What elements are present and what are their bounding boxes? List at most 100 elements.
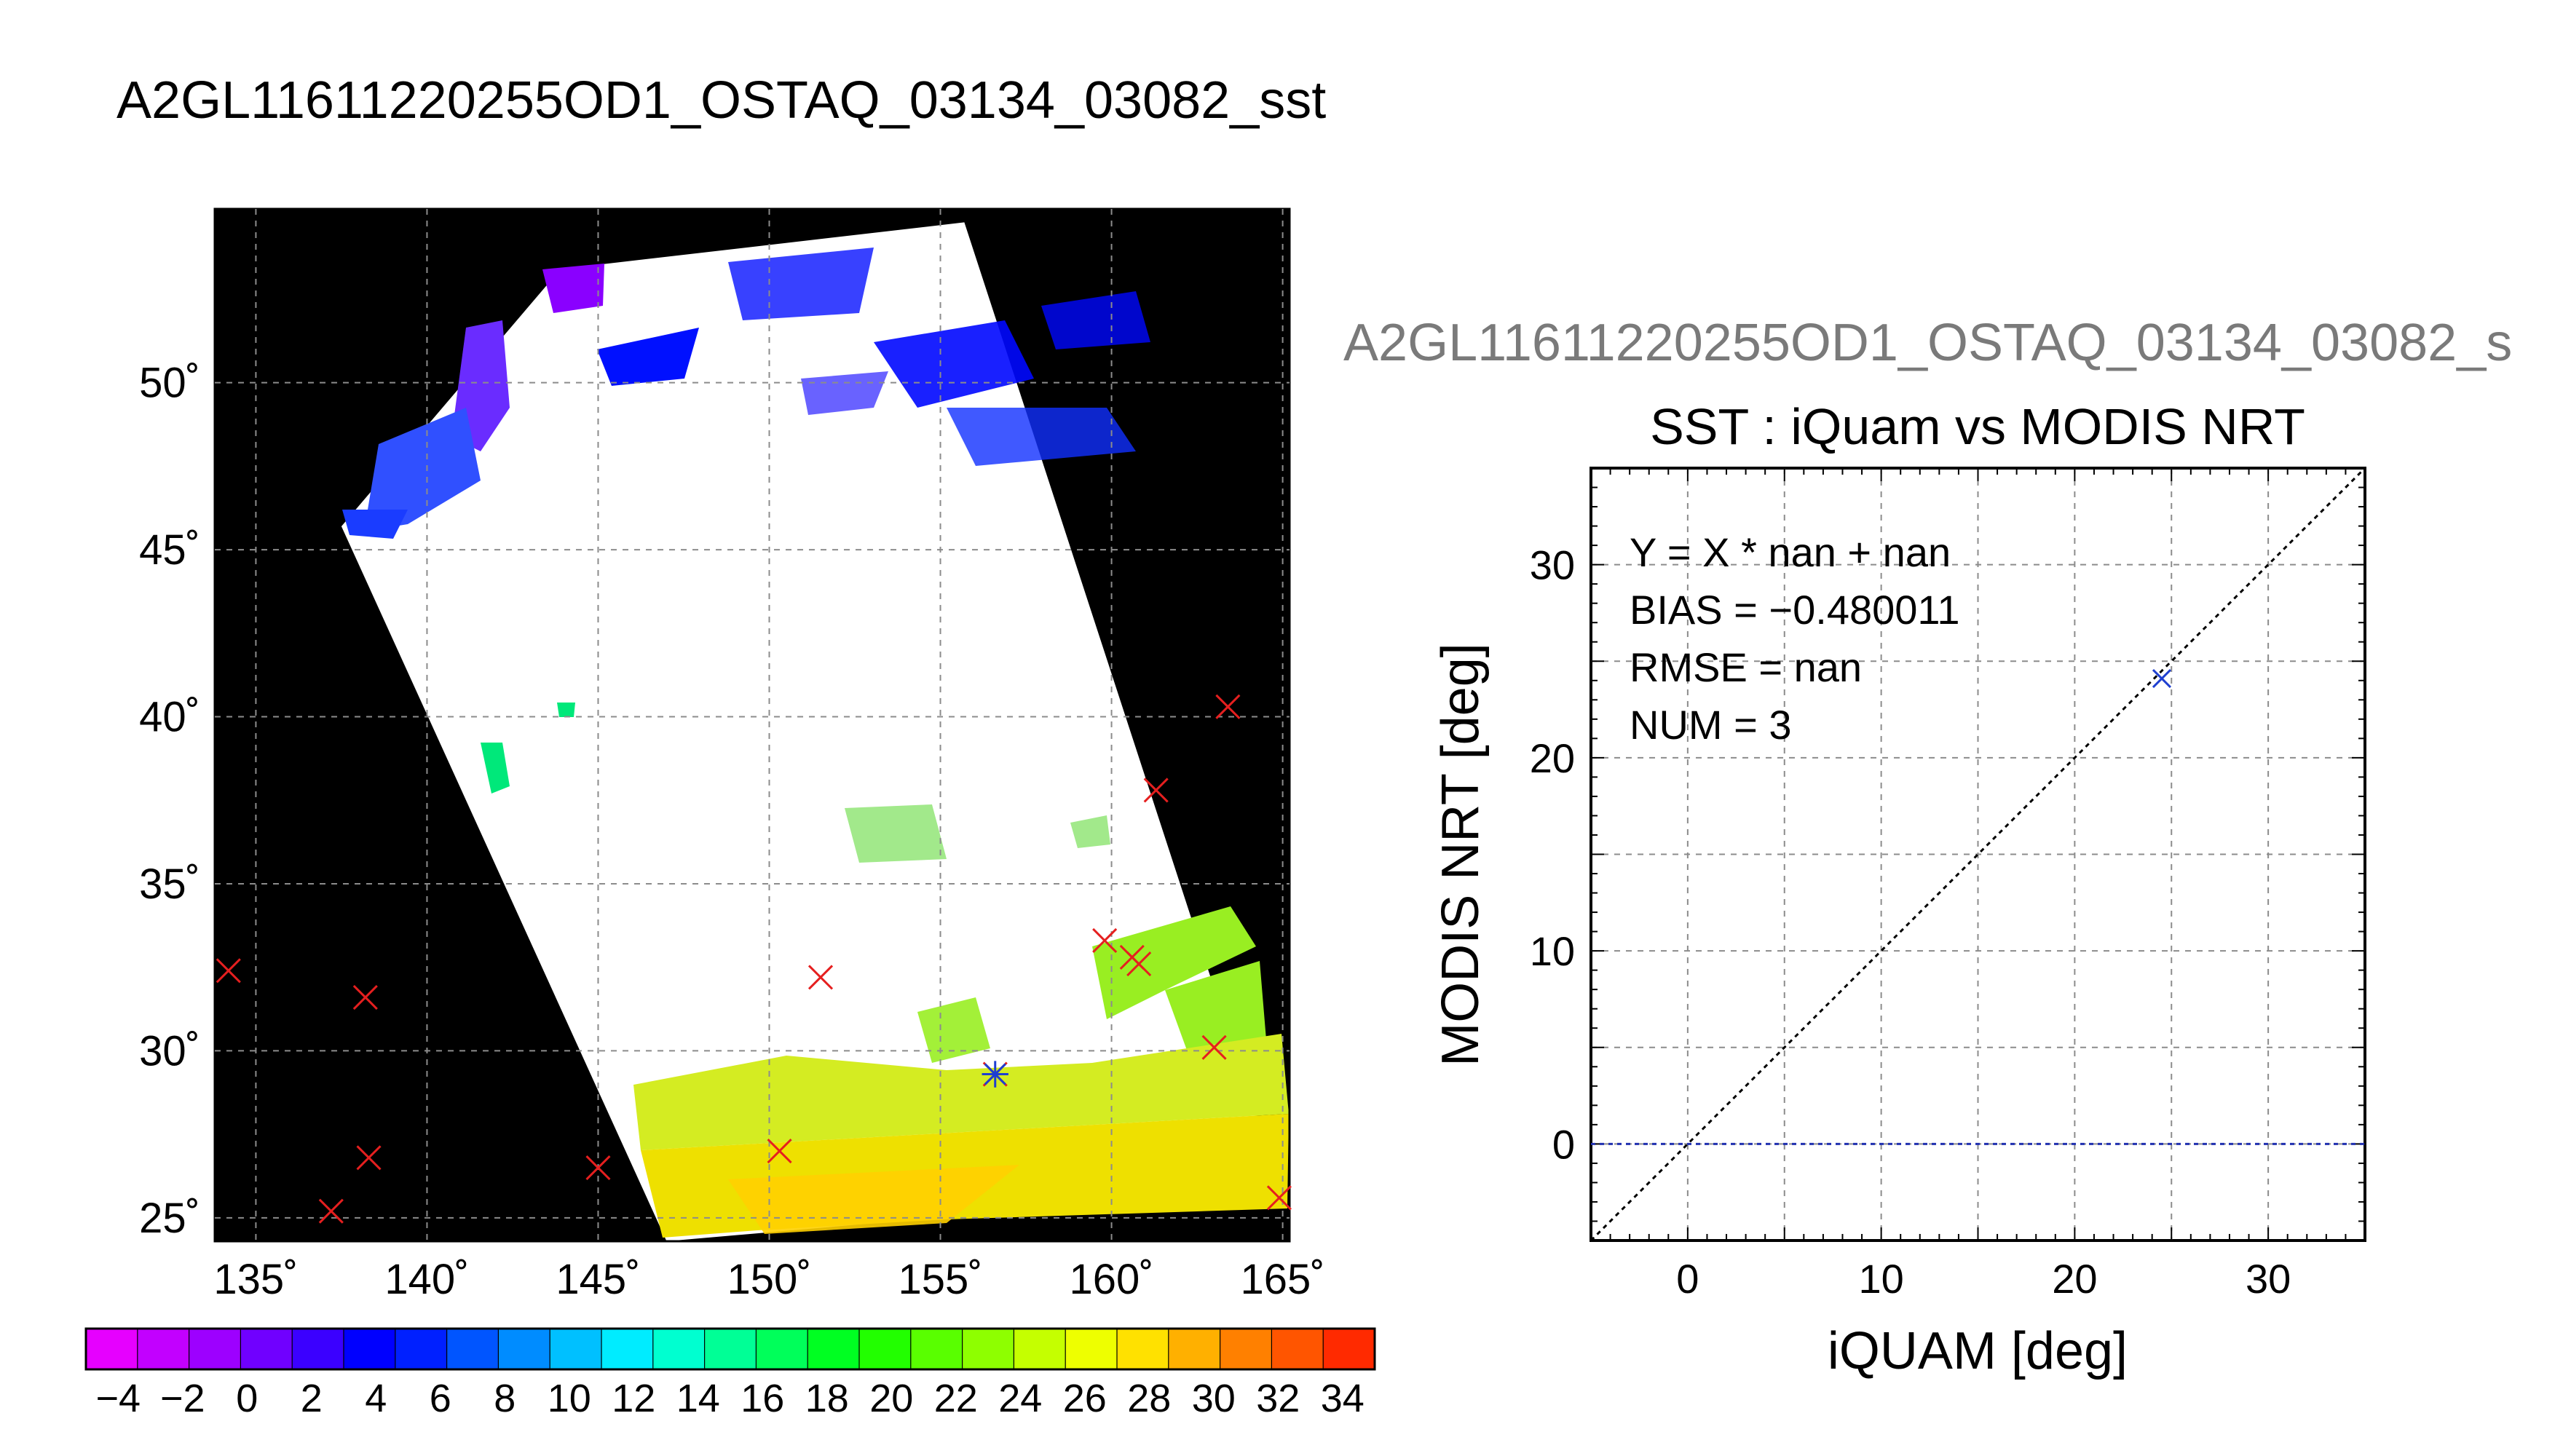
map-panel: 135˚ 140˚ 145˚ 150˚ 155˚ 160˚ 165˚ 25˚ 30˚ 35˚ 40… xyxy=(139,207,1325,1303)
colorbar-tick-label: 12 xyxy=(612,1377,655,1420)
map-x-tick-label: 150˚ xyxy=(727,1256,811,1303)
map-y-tick-label: 30˚ xyxy=(139,1027,200,1075)
colorbar-cell xyxy=(240,1329,293,1369)
scatter-x-tick-labels: 0 10 20 30 xyxy=(1676,1256,2291,1302)
iquam-marker xyxy=(318,1198,344,1224)
scatter-points xyxy=(2152,669,2172,689)
iquam-marker xyxy=(216,958,241,984)
colorbar-cell xyxy=(704,1329,757,1369)
scatter-title: SST : iQuam vs MODIS NRT xyxy=(1650,398,2305,455)
colorbar-cell xyxy=(86,1329,138,1369)
map-y-tick-label: 45˚ xyxy=(139,526,200,574)
colorbar-cell xyxy=(395,1329,448,1369)
iquam-marker xyxy=(585,1155,611,1181)
colorbar-cell xyxy=(601,1329,654,1369)
scatter-x-tick-label: 20 xyxy=(2052,1256,2097,1302)
scatter-y-tick-label: 0 xyxy=(1552,1121,1575,1167)
colorbar-cell xyxy=(446,1329,499,1369)
one-to-one-line xyxy=(1591,468,2365,1241)
map-gridlines xyxy=(215,209,1290,1241)
scatter-x-tick-label: 0 xyxy=(1676,1256,1699,1302)
colorbar-tick-label: 18 xyxy=(805,1377,849,1420)
colorbar-cell xyxy=(756,1329,808,1369)
map-x-tick-label: 135˚ xyxy=(213,1256,298,1303)
scatter-x-tick-label: 10 xyxy=(1858,1256,1903,1302)
colorbar-tick-label: 6 xyxy=(430,1377,451,1420)
scatter-x-tick-label: 30 xyxy=(2246,1256,2291,1302)
iquam-marker xyxy=(356,1145,382,1171)
scatter-y-tick-labels: 0 10 20 30 xyxy=(1530,542,1575,1168)
map-x-tick-label: 145˚ xyxy=(556,1256,640,1303)
colorbar-cell xyxy=(652,1329,706,1369)
matchup-marker xyxy=(982,1061,1008,1088)
colorbar-cell xyxy=(807,1329,860,1369)
colorbar-tick-label: 28 xyxy=(1127,1377,1171,1420)
colorbar-tick-label: 30 xyxy=(1192,1377,1236,1420)
colorbar-cell xyxy=(1065,1329,1118,1369)
colorbar-tick-label: 14 xyxy=(676,1377,720,1420)
stats-rmse: RMSE = nan xyxy=(1630,644,1862,690)
colorbar-cell xyxy=(498,1329,550,1369)
scatter-subtitle: A2GL11611220255OD1_OSTAQ_03134_03082_s xyxy=(1343,314,2512,372)
iquam-marker xyxy=(1201,1034,1227,1060)
colorbar-tick-label: 24 xyxy=(998,1377,1042,1420)
stats-bias: BIAS = −0.480011 xyxy=(1630,587,1960,633)
iquam-marker xyxy=(1215,694,1241,719)
map-x-tick-label: 140˚ xyxy=(384,1256,469,1303)
colorbar-cell xyxy=(1014,1329,1066,1369)
colorbar-cell xyxy=(137,1329,190,1369)
colorbar-cell xyxy=(1271,1329,1324,1369)
colorbar-tick-label: 0 xyxy=(236,1377,258,1420)
stats-num: NUM = 3 xyxy=(1630,702,1792,748)
scatter-y-tick-label: 20 xyxy=(1530,735,1575,781)
stats-box: Y = X * nan + nan BIAS = −0.480011 RMSE … xyxy=(1630,529,1960,748)
iquam-marker xyxy=(767,1139,792,1164)
satellite-swath xyxy=(341,222,1279,1241)
colorbar-tick-label: 22 xyxy=(934,1377,978,1420)
iquam-marker xyxy=(1126,951,1152,977)
colorbar-tick-label: 34 xyxy=(1321,1377,1365,1420)
colorbar-cell xyxy=(859,1329,912,1369)
map-y-tick-label: 50˚ xyxy=(139,360,200,407)
colorbar-cell xyxy=(1323,1329,1375,1369)
colorbar-tick-label: 32 xyxy=(1256,1377,1300,1420)
colorbar-tick-label: 8 xyxy=(494,1377,516,1420)
map-y-tick-label: 40˚ xyxy=(139,694,200,741)
colorbar-cells xyxy=(86,1329,1375,1369)
scatter-panel: A2GL11611220255OD1_OSTAQ_03134_03082_s S… xyxy=(1343,314,2512,1380)
colorbar-tick-label: 4 xyxy=(365,1377,387,1420)
colorbar-tick-label: 26 xyxy=(1063,1377,1107,1420)
colorbar-cell xyxy=(344,1329,396,1369)
scatter-y-tick-label: 30 xyxy=(1530,542,1575,588)
map-longitude-ticks: 135˚ 140˚ 145˚ 150˚ 155˚ 160˚ 165˚ xyxy=(213,1256,1324,1303)
iquam-marker xyxy=(807,965,834,990)
map-latitude-ticks: 25˚ 30˚ 35˚ 40˚ 45˚ 50˚ xyxy=(139,360,200,1242)
stats-equation: Y = X * nan + nan xyxy=(1630,529,1951,575)
scatter-y-axis-label: MODIS NRT [deg] xyxy=(1431,643,1490,1067)
scatter-y-tick-label: 10 xyxy=(1530,928,1575,974)
matchup-markers xyxy=(982,1061,1008,1088)
colorbar-tick-label: −2 xyxy=(160,1377,205,1420)
colorbar-tick-label: 2 xyxy=(301,1377,323,1420)
map-x-tick-label: 165˚ xyxy=(1241,1256,1325,1303)
map-frame xyxy=(213,207,1291,1243)
colorbar-cell xyxy=(550,1329,602,1369)
figure-title: A2GL11611220255OD1_OSTAQ_03134_03082_sst xyxy=(117,71,1326,130)
colorbar-cell xyxy=(962,1329,1014,1369)
scatter-point xyxy=(2152,669,2172,689)
map-y-tick-label: 35˚ xyxy=(139,860,200,908)
iquam-marker xyxy=(1092,927,1118,954)
sst-retrieval-patches xyxy=(342,248,1289,1238)
colorbar-cell xyxy=(1220,1329,1272,1369)
colorbar-cell xyxy=(1117,1329,1169,1369)
colorbar-cell xyxy=(292,1329,344,1369)
iquam-marker xyxy=(1143,778,1169,803)
colorbar-tick-label: 10 xyxy=(548,1377,591,1420)
map-x-tick-label: 160˚ xyxy=(1070,1256,1154,1303)
colorbar-cell xyxy=(189,1329,241,1369)
iquam-marker xyxy=(352,984,378,1010)
colorbar-tick-label: 20 xyxy=(869,1377,913,1420)
colorbar-cell xyxy=(910,1329,963,1369)
colorbar-tick-label: 16 xyxy=(741,1377,784,1420)
colorbar-cell xyxy=(1168,1329,1221,1369)
